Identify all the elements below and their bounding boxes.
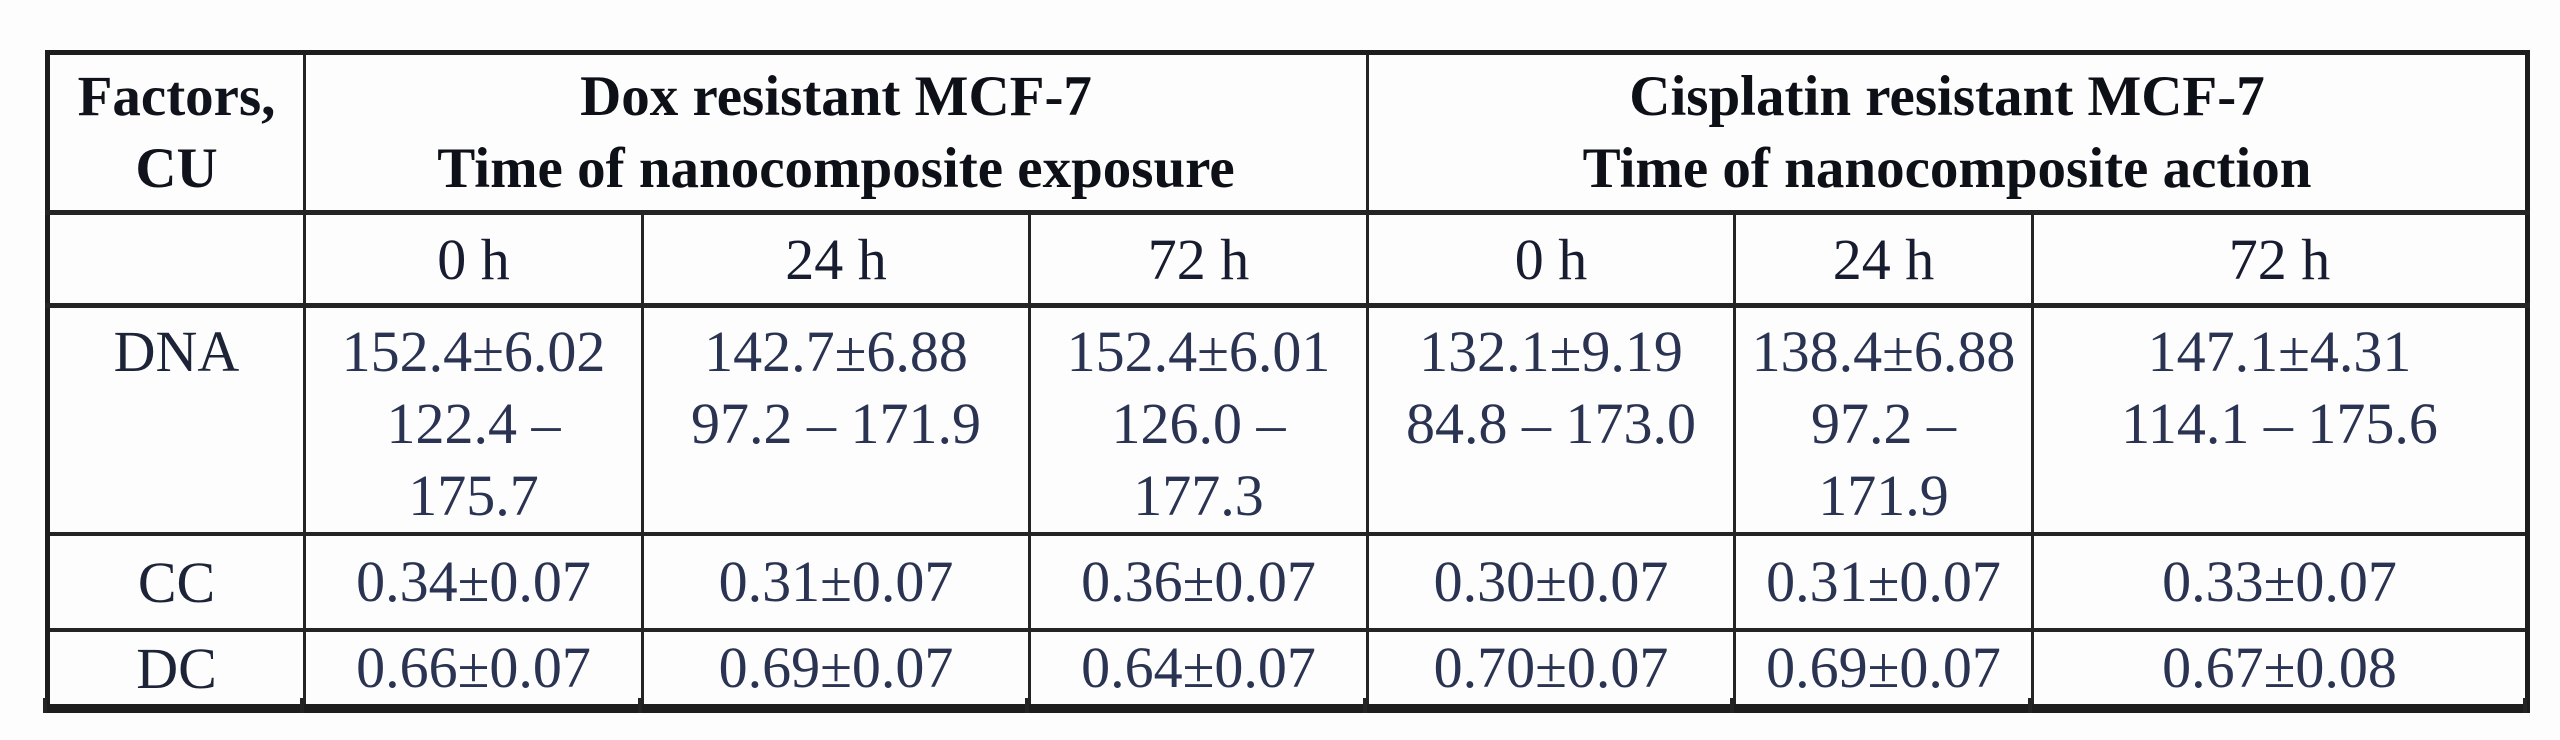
- time-header-cis-72h: 72 h: [2031, 210, 2529, 307]
- results-table: Factors, CU Dox resistant MCF-7 Time of …: [45, 50, 2530, 713]
- cell-cc-dox-72h: 0.36±0.07: [1028, 532, 1369, 632]
- cell-cc-dox-0h: 0.34±0.07: [303, 532, 644, 632]
- cell-dc-dox-24h: 0.69±0.07: [641, 628, 1031, 710]
- table-row-dna: DNA 152.4±6.02 122.4 – 175.7 142.7±6.88 …: [46, 303, 2529, 536]
- results-table-wrap: Factors, CU Dox resistant MCF-7 Time of …: [43, 50, 2530, 713]
- cropped-row-border-stub: [43, 698, 47, 713]
- cropped-row-border-stub: [638, 698, 642, 713]
- time-header-dox-0h: 0 h: [303, 210, 644, 307]
- cell-dna-dox-0h: 152.4±6.02 122.4 – 175.7: [303, 303, 644, 536]
- header-row-times: 0 h 24 h 72 h 0 h 24 h 72 h: [46, 210, 2529, 307]
- time-header-cis-0h: 0 h: [1366, 210, 1736, 307]
- cell-dc-cis-0h: 0.70±0.07: [1366, 628, 1736, 710]
- cell-cc-dox-24h: 0.31±0.07: [641, 532, 1031, 632]
- cropped-row-border-stub: [300, 698, 304, 713]
- time-header-dox-72h: 72 h: [1028, 210, 1369, 307]
- group-header-cisplatin-resistant: Cisplatin resistant MCF-7 Time of nanoco…: [1366, 51, 2529, 214]
- cropped-row-border-stub: [2028, 698, 2032, 713]
- cell-cc-cis-24h: 0.31±0.07: [1733, 532, 2034, 632]
- cropped-row-border-stub: [1025, 698, 1029, 713]
- cell-dc-cis-24h: 0.69±0.07: [1733, 628, 2034, 710]
- cell-dna-dox-72h: 152.4±6.01 126.0 – 177.3: [1028, 303, 1369, 536]
- cropped-row-border-stub: [2523, 698, 2527, 713]
- corner-header-factors-cu: Factors, CU: [46, 51, 306, 214]
- header-row-groups: Factors, CU Dox resistant MCF-7 Time of …: [46, 51, 2529, 214]
- cell-dna-cis-0h: 132.1±9.19 84.8 – 173.0: [1366, 303, 1736, 536]
- cell-cc-cis-72h: 0.33±0.07: [2031, 532, 2529, 632]
- row-label-dc: DC: [46, 628, 306, 710]
- row-label-cc: CC: [46, 532, 306, 632]
- row-label-dna: DNA: [46, 303, 306, 536]
- table-row-dc: DC 0.66±0.07 0.69±0.07 0.64±0.07 0.70±0.…: [46, 628, 2529, 710]
- cell-dc-dox-0h: 0.66±0.07: [303, 628, 644, 710]
- cell-dna-cis-72h: 147.1±4.31 114.1 – 175.6: [2031, 303, 2529, 536]
- time-header-cis-24h: 24 h: [1733, 210, 2034, 307]
- cell-dc-cis-72h: 0.67±0.08: [2031, 628, 2529, 710]
- cropped-row-border-stub: [1730, 698, 1734, 713]
- blank-header-cell: [46, 210, 306, 307]
- cell-cc-cis-0h: 0.30±0.07: [1366, 532, 1736, 632]
- cell-dc-dox-72h: 0.64±0.07: [1028, 628, 1369, 710]
- group-header-dox-resistant: Dox resistant MCF-7 Time of nanocomposit…: [303, 51, 1369, 214]
- table-row-cc: CC 0.34±0.07 0.31±0.07 0.36±0.07 0.30±0.…: [46, 532, 2529, 632]
- cropped-row-border-stub: [1363, 698, 1367, 713]
- cell-dna-cis-24h: 138.4±6.88 97.2 – 171.9: [1733, 303, 2034, 536]
- time-header-dox-24h: 24 h: [641, 210, 1031, 307]
- cell-dna-dox-24h: 142.7±6.88 97.2 – 171.9: [641, 303, 1031, 536]
